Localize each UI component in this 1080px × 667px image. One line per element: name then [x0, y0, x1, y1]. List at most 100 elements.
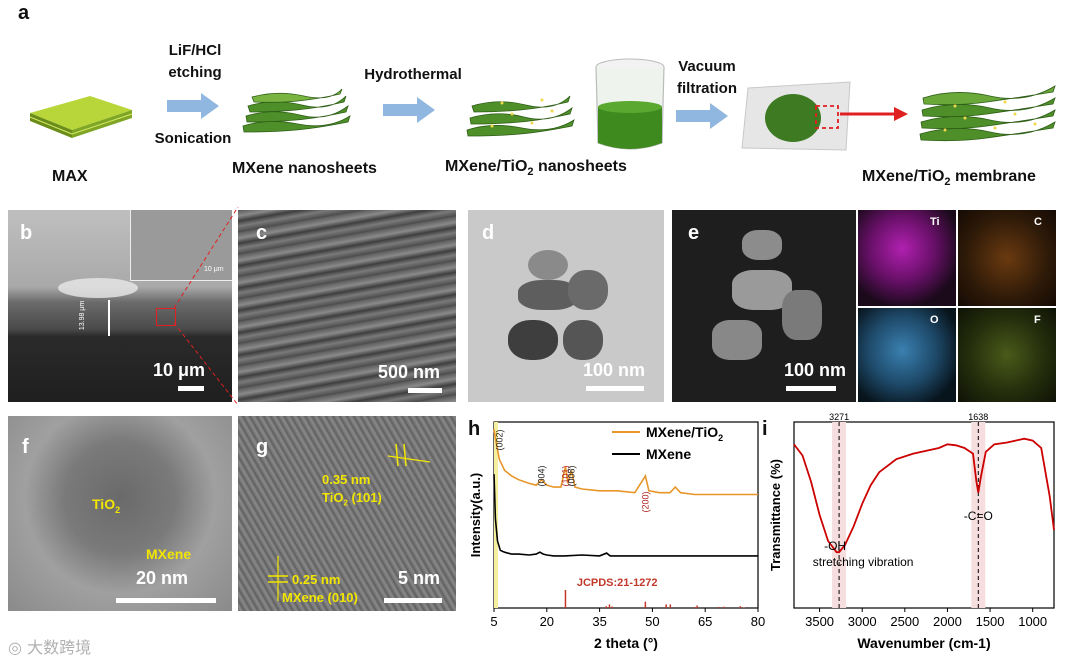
xrd-peak-label: (008) — [566, 465, 576, 486]
eds-map-f: F — [958, 308, 1056, 402]
ftir-chart: 3500 3000 2500 2000 1500 1000 Wavenumber (cm-1… — [768, 412, 1055, 651]
ftir-annotation-stretching: stretching vibration — [813, 555, 914, 569]
panel-a-letter: a — [18, 2, 30, 24]
mxene-plane-label: MXene (010) — [282, 590, 358, 605]
ftir-x-axis-label: Wavenumber (cm-1) — [857, 635, 990, 651]
ftir-annotation-co: -C=O — [964, 509, 993, 523]
panel-g-scale-text: 5 nm — [398, 568, 441, 588]
watermark-text: 大数跨境 — [27, 638, 92, 657]
ftir-x-tick-label: 1000 — [1018, 614, 1047, 629]
ftir-annotation-1638: 1638 — [968, 412, 988, 422]
mxene-tio2-nanosheets-image — [466, 95, 575, 137]
panel-f-scale-bar — [116, 598, 216, 603]
eds-map-o-label: O — [930, 314, 939, 326]
panel-g-scale-bar — [384, 598, 442, 603]
xrd-chart: 5 20 35 50 65 80 2 theta (°) Intensity(a.u.) JCP… — [468, 421, 765, 651]
vacuum-label: Vacuum — [678, 58, 736, 75]
panel-c-scale-text: 500 nm — [378, 362, 441, 382]
xrd-x-tick-label: 35 — [592, 614, 606, 629]
xrd-x-tick-label: 65 — [698, 614, 712, 629]
panel-d-particle — [508, 320, 558, 360]
mxene-nanosheets-label: MXene nanosheets — [232, 160, 377, 177]
panel-b-inset — [130, 210, 232, 281]
ftir-x-tick-label: 2000 — [933, 614, 962, 629]
panel-d-particle — [568, 270, 608, 310]
eds-map-ti: Ti — [858, 210, 956, 306]
ftir-x-tick-label: 3500 — [805, 614, 834, 629]
watermark-icon: ◎ — [8, 638, 22, 657]
spacing-markers — [268, 443, 431, 601]
panel-d-particle — [563, 320, 603, 360]
panel-e-scale-bar — [786, 386, 836, 391]
xrd-x-tick-label: 5 — [490, 614, 497, 629]
xrd-x-tick-label: 80 — [751, 614, 765, 629]
etching-label-1: LiF/HCl — [168, 42, 222, 59]
panel-e-particle — [782, 290, 822, 340]
xrd-series-line-1 — [493, 474, 758, 557]
ftir-annotation-3271: 3271 — [829, 412, 849, 422]
process-arrow-3 — [676, 103, 728, 129]
mxene-label-f: MXene — [146, 546, 192, 562]
panel-e-particle — [742, 230, 782, 260]
beaker-image — [595, 58, 665, 150]
ftir-annotation-oh: -OH — [824, 539, 846, 553]
panel-f-hrtem-image: TiO2 MXene 20 nm — [8, 416, 232, 611]
max-slab-image — [29, 96, 133, 138]
max-label: MAX — [52, 168, 88, 185]
tio2-d-spacing: 0.35 nm — [322, 472, 371, 487]
b-to-c-zoom-lines — [173, 206, 239, 406]
zoom-arrow — [840, 107, 908, 121]
xrd-x-axis-label: 2 theta (°) — [594, 635, 658, 651]
ftir-x-tick-label: 3000 — [848, 614, 877, 629]
panel-b-zoom-box — [156, 308, 176, 326]
panel-c-scale-bar — [408, 388, 442, 393]
panel-d-scale-text: 100 nm — [583, 360, 646, 380]
panel-c-letter: c — [256, 222, 268, 244]
panel-b-inset-scale: 10 μm — [204, 266, 224, 273]
xrd-peak-label: (101) — [560, 465, 570, 486]
panel-d-letter: d — [482, 222, 495, 244]
xrd-peak-label: (200) — [640, 491, 650, 512]
panel-i-letter: i — [762, 418, 768, 440]
panel-c-sem-image: 500 nm — [238, 210, 456, 402]
panel-b-letter: b — [20, 222, 33, 244]
mxene-tio2-nanosheets-label: MXene/TiO2 nanosheets — [445, 158, 627, 179]
panel-e-haadf-image: 100 nm — [672, 210, 856, 402]
panel-d-particle — [528, 250, 568, 280]
ftir-plot-frame — [793, 421, 1055, 609]
watermark: ◎ 大数跨境 — [8, 634, 91, 658]
tio2-plane-label: TiO2 (101) — [322, 490, 382, 508]
panel-h-letter: h — [468, 418, 481, 440]
eds-map-f-label: F — [1034, 314, 1041, 326]
sonication-label: Sonication — [154, 130, 232, 147]
mxene-d-spacing: 0.25 nm — [292, 572, 341, 587]
ftir-series-line-0 — [793, 437, 1055, 554]
panel-b-mound — [58, 278, 138, 298]
tio2-label: TiO2 — [92, 496, 121, 515]
xrd-peak-label: (002) — [494, 429, 504, 450]
ftir-y-axis-label: Transmittance (%) — [768, 459, 783, 571]
xrd-series-line-0 — [493, 429, 758, 496]
process-arrow-2 — [383, 97, 435, 123]
panel-b-thickness-label: 13.98 μm — [79, 300, 87, 331]
process-arrow-1 — [167, 93, 219, 119]
panel-b-scale-text: 10 μm — [153, 360, 206, 380]
panel-e-letter: e — [688, 222, 700, 244]
panel-f-scale-text: 20 nm — [136, 568, 189, 588]
panel-d-scale-bar — [586, 386, 644, 391]
panel-e-scale-text: 100 nm — [784, 360, 847, 380]
panel-d-tem-image: 100 nm — [468, 210, 664, 402]
membrane-disc-image — [741, 81, 851, 151]
panel-e-particle — [712, 320, 762, 360]
xrd-legend-label-0: MXene/TiO2 — [646, 424, 723, 443]
panel-g-hrtem-image: 0.35 nm TiO2 (101) 0.25 nm MXene (010) 5… — [238, 416, 456, 611]
mxene-tio2-membrane-image — [919, 85, 1056, 142]
panel-b-sem-image: 10 μm 13.98 μm 10 μm — [8, 210, 232, 402]
panel-b-thickness-arrow — [108, 300, 110, 336]
etching-label-2: etching — [168, 64, 222, 81]
panel-b-scale-bar — [178, 386, 204, 391]
filtration-label: filtration — [677, 80, 737, 97]
eds-map-o: O — [858, 308, 956, 402]
panel-f-letter: f — [22, 436, 29, 458]
xrd-legend-label-1: MXene — [646, 446, 691, 462]
